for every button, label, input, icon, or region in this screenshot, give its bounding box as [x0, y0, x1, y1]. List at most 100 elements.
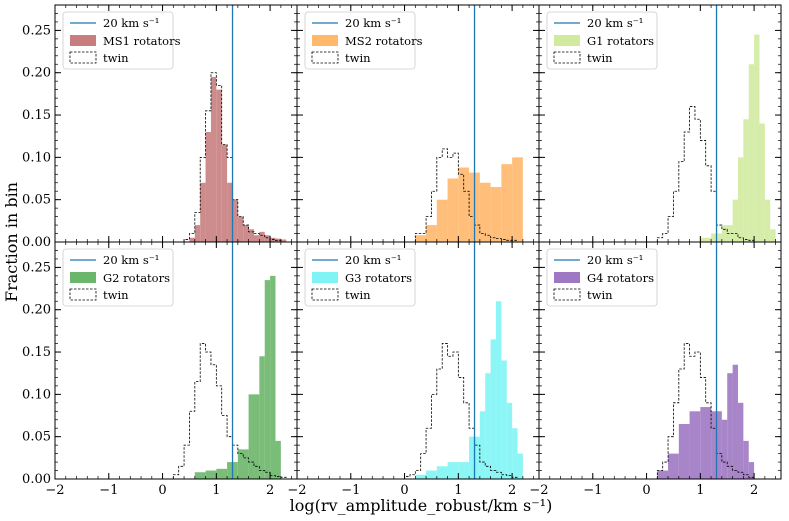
x-tick-label: −2 [529, 483, 548, 498]
x-tick-label: 0 [158, 483, 166, 498]
bar [700, 407, 712, 479]
bar [275, 440, 281, 479]
y-tick-label: 0.20 [22, 303, 51, 318]
bar [506, 402, 513, 479]
legend-fill-swatch [70, 35, 96, 46]
bar [426, 470, 437, 479]
legend-vline-label: 20 km s⁻¹ [103, 253, 159, 267]
legend-twin-label: twin [587, 51, 613, 65]
bar [743, 440, 749, 479]
x-tick-label: 1 [212, 483, 220, 498]
legend-fill-swatch [312, 35, 338, 46]
bar [205, 131, 211, 242]
bar [770, 229, 776, 242]
bar [490, 186, 502, 242]
legend-twin-label: twin [103, 288, 129, 302]
bar [678, 423, 690, 479]
legend-sample-label: MS2 rotators [345, 34, 423, 48]
legend: 20 km s⁻¹ G4 rotators twin [546, 248, 658, 307]
x-tick-label: 0 [642, 483, 650, 498]
bar [748, 64, 755, 242]
bar [216, 468, 228, 479]
bar [436, 199, 448, 242]
y-tick-label: 0.00 [22, 235, 51, 250]
legend-twin-swatch [311, 288, 339, 301]
twin-histogram [172, 343, 287, 479]
y-tick-label: 0.05 [22, 193, 51, 208]
bar [517, 453, 523, 479]
bar [721, 419, 728, 479]
legend-twin-label: twin [345, 51, 371, 65]
panel-g4: −2 −1 0 1 2 20 km s⁻¹ G4 rotators twin [529, 241, 782, 498]
legend-vline-label: 20 km s⁻¹ [587, 16, 643, 30]
bar [253, 235, 260, 242]
legend-fill-swatch [312, 272, 338, 283]
x-axis-label: log(rv_amplitude_robust/km s⁻¹) [290, 496, 553, 515]
x-tick-label: −2 [45, 483, 64, 498]
x-tick-label: −1 [99, 483, 118, 498]
panel-g2: 0.00 0.05 0.10 0.15 0.20 0.25 −2 −1 0 1 2 20 km s⁻¹… [22, 241, 298, 498]
bar [426, 225, 437, 242]
bar [227, 182, 233, 242]
bar [737, 402, 744, 479]
bar [727, 373, 733, 479]
bar [689, 411, 701, 479]
legend-twin-swatch [69, 288, 97, 301]
legend-sample-label: MS1 rotators [103, 34, 181, 48]
y-tick-label: 0.10 [22, 387, 51, 402]
y-tick-label: 0.25 [22, 23, 51, 38]
bar [485, 373, 491, 479]
twin-histogram [656, 106, 755, 242]
legend-box [304, 11, 416, 70]
legend-vline-label: 20 km s⁻¹ [103, 16, 159, 30]
legend: 20 km s⁻¹ G2 rotators twin [62, 248, 174, 307]
legend: 20 km s⁻¹ G3 rotators twin [304, 248, 416, 307]
panel-ms1: 0.00 0.05 0.10 0.15 0.20 0.25 20 km s⁻¹ MS1 rot… [22, 4, 298, 250]
bar [748, 462, 755, 479]
x-tick-label: 2 [266, 483, 274, 498]
twin-histogram [656, 343, 755, 479]
bar [458, 167, 470, 242]
bar [275, 238, 281, 242]
y-tick-label: 0.05 [22, 430, 51, 445]
x-tick-label: 1 [696, 483, 704, 498]
x-tick-label: 2 [508, 483, 516, 498]
legend-twin-swatch [69, 51, 97, 64]
bar [415, 474, 427, 479]
bar [436, 466, 448, 479]
legend-box [62, 248, 174, 307]
bar [668, 453, 679, 479]
bar [501, 360, 507, 479]
bar [512, 157, 523, 242]
x-tick-label: 2 [750, 483, 758, 498]
y-tick-label: 0.15 [22, 345, 51, 360]
bar [447, 462, 459, 479]
legend-box [546, 11, 658, 70]
panel-ms2: 20 km s⁻¹ MS2 rotators twin [296, 4, 540, 243]
y-tick-label: 0.00 [22, 472, 51, 487]
bar [237, 449, 249, 479]
bar [200, 182, 206, 242]
legend-twin-swatch [553, 51, 581, 64]
bar [280, 239, 287, 242]
x-tick-label: −2 [287, 483, 306, 498]
legend-twin-label: twin [103, 51, 129, 65]
bar [447, 178, 459, 242]
bar [743, 119, 749, 242]
bar [259, 356, 265, 479]
x-tick-label: −1 [583, 483, 602, 498]
legend-fill-swatch [70, 272, 96, 283]
y-axis-label: Fraction in bin [2, 182, 21, 302]
panel-g1: 20 km s⁻¹ G1 rotators twin [538, 4, 782, 243]
bar [490, 339, 496, 479]
y-tick-label: 0.25 [22, 260, 51, 275]
twin-histogram [414, 148, 518, 242]
panel-grid: 0.00 0.05 0.10 0.15 0.20 0.25 20 km s⁻¹ MS1 rot… [22, 4, 782, 498]
legend-vline-label: 20 km s⁻¹ [345, 16, 401, 30]
legend-fill-swatch [554, 272, 580, 283]
bar [737, 157, 744, 242]
bar [248, 394, 260, 479]
y-tick-label: 0.10 [22, 150, 51, 165]
bar [270, 237, 276, 242]
